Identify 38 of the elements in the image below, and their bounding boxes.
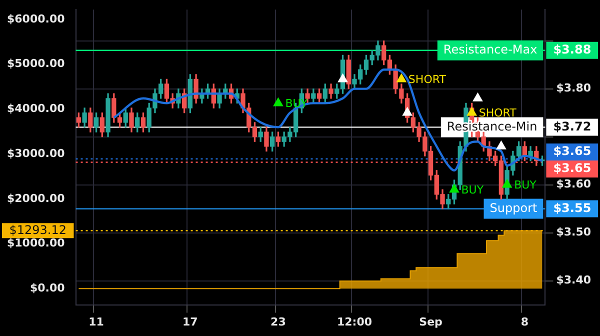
ref-line-label: Support <box>490 200 538 215</box>
y-tick-label: $2000.00 <box>6 192 66 205</box>
ref-line-label: $3.65 <box>553 161 592 176</box>
point <box>496 140 506 150</box>
point <box>467 107 477 116</box>
text: BUY <box>461 183 484 196</box>
x-tick-label: 12:00 <box>336 315 372 328</box>
y-tick-label: $1000.00 <box>6 236 66 250</box>
point <box>338 74 348 82</box>
x-tick-label: 17 <box>182 315 198 328</box>
y2-tick-label: $3.50 <box>556 226 592 239</box>
x-tick-label: 11 <box>88 315 104 328</box>
y2-tick-label: $3.55 <box>553 200 592 215</box>
y-tick-label: $3000.00 <box>6 146 66 160</box>
y2-tick-label: $3.88 <box>553 42 592 57</box>
x-tick-label: Sep <box>419 315 443 328</box>
series-label: SHORT <box>408 73 446 86</box>
ref-line-label: Resistance-Max <box>443 42 538 57</box>
y-tick-label: $0.00 <box>30 282 66 295</box>
point <box>502 179 512 188</box>
y2-tick-label: $3.40 <box>556 274 592 287</box>
x-tick-label: 8 <box>520 315 528 328</box>
ref-line-label: $1293.12 <box>9 222 67 237</box>
y-tick-label: $6000.00 <box>6 12 66 26</box>
text: SHORT <box>478 106 516 120</box>
point <box>472 92 483 102</box>
y2-tick-label: $3.72 <box>553 119 592 134</box>
y-tick-label: $4000.00 <box>6 102 66 116</box>
point <box>396 74 406 82</box>
x-tick-label: 23 <box>270 315 286 328</box>
point <box>402 107 412 116</box>
ref-line-label: $3.65 <box>553 144 592 158</box>
point <box>449 184 460 193</box>
y2-tick-label: $3.80 <box>556 82 592 95</box>
y-tick-label: $5000.00 <box>6 57 66 70</box>
text: BUY <box>514 178 536 192</box>
y2-tick-label: $3.60 <box>556 178 592 191</box>
point <box>273 98 284 106</box>
